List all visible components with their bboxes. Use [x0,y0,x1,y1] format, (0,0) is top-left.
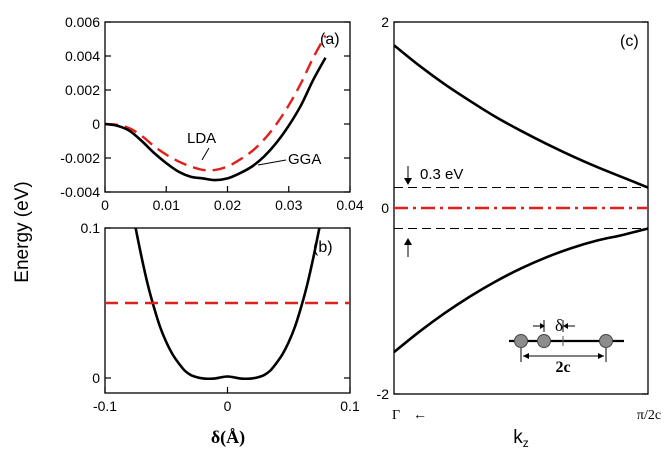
y-tick-label: 0.006 [65,14,100,30]
atom-chain-inset: δ 2c [509,316,624,376]
panel-a-label: (a) [320,31,340,48]
atom-1 [514,334,528,348]
x-tick-label: 0.02 [214,197,241,213]
x-tick-label: 0 [224,398,232,414]
y-tick-label: 0.1 [81,220,101,236]
gamma-left-arrow: ← [413,406,427,422]
panel-a: -0.004 -0.002 0 0.002 0.004 0.006 0 0.01 0.02 0.0… [60,14,364,213]
series-curve-0 [134,227,321,381]
panel-c-series [393,44,649,354]
gga-annotation: GGA [288,151,321,168]
y-tick-label: 0 [92,116,100,132]
x-tick-label: -0.1 [93,398,117,414]
kz-subscript: z [523,436,529,450]
gap-arrow-top [404,166,412,185]
y-tick-label: 0 [92,370,100,386]
panel-b-label: (b) [313,239,333,256]
gga-curve [104,57,327,182]
y-tick-label: 0.004 [65,48,100,64]
y-tick-label: -2 [377,386,390,402]
x-tick-label: 0.03 [275,197,302,213]
lda-annotation: LDA [187,130,216,147]
series-curve-1 [393,227,649,354]
lda-curve [104,35,327,172]
atom-3 [599,334,613,348]
y-tick-label: 0 [381,200,389,216]
panel-b-x-axis-label: δ(Å) [211,427,245,448]
y-axis-label: Energy (eV) [12,181,33,282]
panel-c-x-axis-label: kz [513,427,529,450]
series-curve-0 [393,44,649,189]
y-tick-label: 2 [381,14,389,30]
panel-a-ticks: -0.004 -0.002 0 0.002 0.004 0.006 0 0.01 0.02 0.0… [60,14,364,213]
y-tick-label: -0.004 [60,184,100,200]
delta-arrow-right-head [563,323,568,329]
panel-b-ticks: 0 0.1 -0.1 0 0.1 [81,220,360,414]
span-2c-head-left [523,353,529,359]
span-2c-label: 2c [555,359,570,376]
span-2c-head-right [598,353,604,359]
panel-c-label: (c) [620,33,639,50]
y-tick-label: 0.002 [65,82,100,98]
panel-b-series [105,227,350,381]
x-tick-label: 0 [101,197,109,213]
x-tick-label-pi-2c: π/2c [637,408,661,423]
gap-annotation: 0.3 eV [420,166,463,183]
y-tick-label: -0.002 [60,150,100,166]
panel-a-series [104,35,327,182]
x-tick-label: 0.04 [336,197,363,213]
atom-2 [537,334,551,348]
delta-label: δ [555,316,563,335]
gap-arrow-bottom [404,238,412,257]
panel-b: 0 0.1 -0.1 0 0.1 (b) δ(Å) [81,220,360,448]
panel-c-ticks: -2 0 2 Γ π/2c [377,14,662,423]
x-tick-label-gamma: Γ [392,408,400,423]
lda-annotation-pointer [201,147,210,161]
delta-arrow-left-head [540,323,545,329]
x-tick-label: 0.01 [153,197,180,213]
x-tick-label: 0.1 [340,398,360,414]
gga-annotation-pointer [257,159,287,166]
